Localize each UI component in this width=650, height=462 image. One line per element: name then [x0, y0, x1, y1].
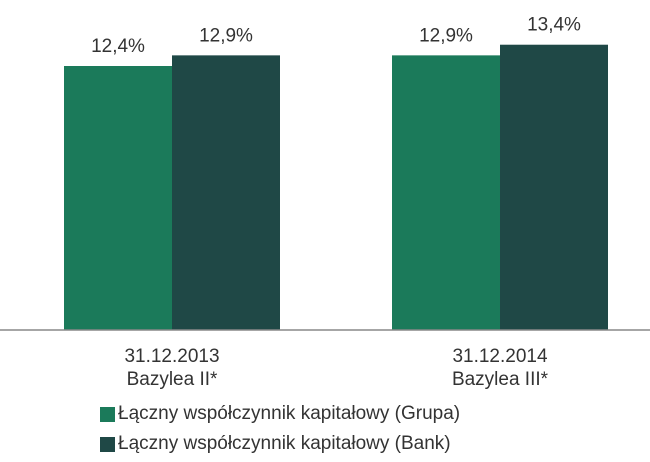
- bar: [392, 55, 500, 331]
- legend-swatch: [100, 436, 115, 452]
- legend-item: Łączny współczynnik kapitałowy (Grupa): [100, 403, 460, 425]
- value-label: 12,4%: [91, 36, 145, 57]
- legend-item: Łączny współczynnik kapitałowy (Bank): [100, 433, 451, 455]
- legend-label: Łączny współczynnik kapitałowy (Bank): [118, 433, 451, 454]
- value-label: 13,4%: [527, 15, 581, 36]
- value-label: 12,9%: [419, 25, 473, 46]
- bar: [64, 66, 172, 330]
- bar: [500, 44, 608, 330]
- legend-swatch: [100, 406, 115, 422]
- bar: [172, 55, 280, 331]
- x-tick-label: 31.12.2014 Bazylea III*: [451, 346, 549, 390]
- legend-label: Łączny współczynnik kapitałowy (Grupa): [118, 403, 461, 424]
- x-tick-label: 31.12.2013 Bazylea II*: [124, 346, 220, 390]
- value-label: 12,9%: [199, 25, 253, 46]
